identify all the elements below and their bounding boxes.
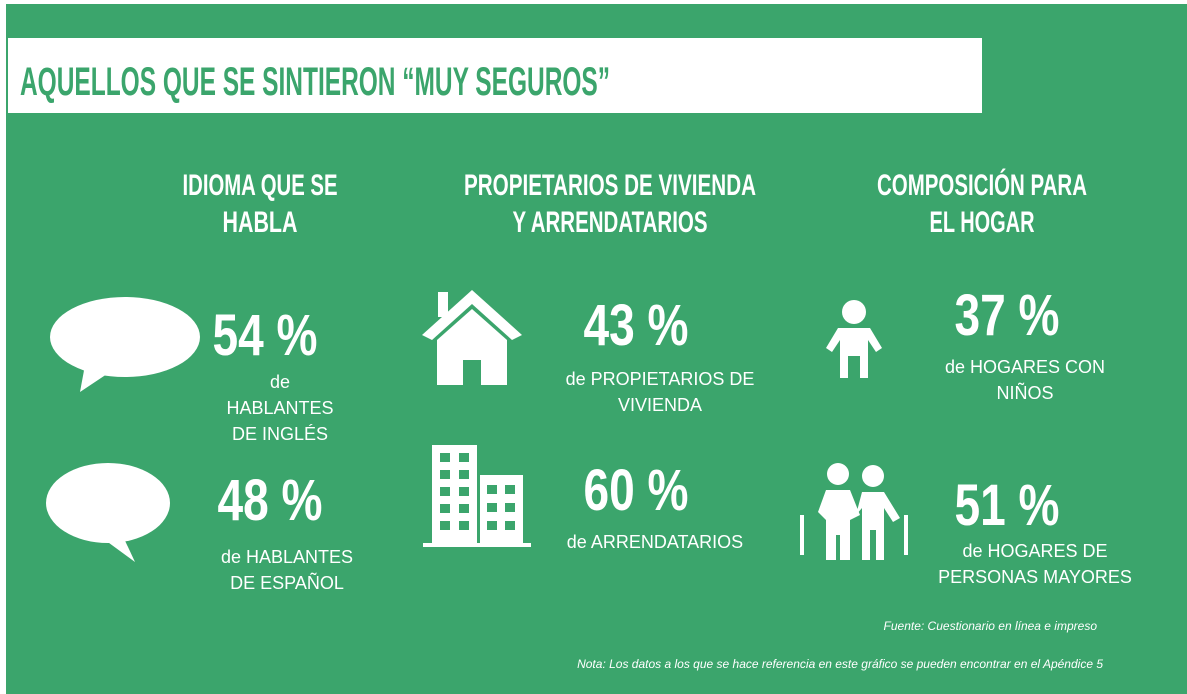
stat-label: NIÑOS [996,382,1053,403]
section-heading: IDIOMA QUE SE [183,169,338,202]
stat-label: de HOGARES DE [962,541,1107,561]
stat-label: PERSONAS MAYORES [938,567,1132,587]
stat-label: DE INGLÉS [232,424,328,444]
source: Fuente: Cuestionario en línea e impreso [884,619,1098,633]
stat-value: 48 % [218,468,323,533]
stat-label: de [270,372,290,392]
section-heading: HABLA [223,206,298,239]
stat-value: 43 % [584,293,689,358]
section-heading: COMPOSICIÓN PARA [877,168,1087,202]
elderly-icon [800,463,908,560]
stat-value: 60 % [584,458,689,523]
speech-bubble-icon [46,463,170,562]
speech-bubble-icon [50,297,200,392]
section-heading: EL HOGAR [930,206,1035,239]
note: Nota: Los datos a los que se hace refere… [577,657,1103,671]
house-icon [422,290,522,385]
stat-label: DE ESPAÑOL [230,572,344,593]
title-bar [8,38,982,113]
section-heading: PROPIETARIOS DE VIVIENDA [464,169,756,202]
stat-label: HABLANTES [226,398,333,418]
background [6,4,1187,694]
title: AQUELLOS QUE SE SINTIERON “MUY SEGUROS” [20,60,610,104]
stat-label: de HOGARES CON [945,357,1105,377]
stat-value: 37 % [955,283,1060,348]
stat-label: de ARRENDATARIOS [567,532,743,552]
stat-value: 54 % [213,303,318,368]
child-icon [826,300,882,378]
section-heading: Y ARRENDATARIOS [513,206,708,239]
stat-label: de HABLANTES [221,547,353,567]
building-icon [423,445,531,547]
stat-value: 51 % [955,473,1060,538]
stat-label: VIVIENDA [618,395,702,415]
stat-label: de PROPIETARIOS DE [566,369,755,389]
